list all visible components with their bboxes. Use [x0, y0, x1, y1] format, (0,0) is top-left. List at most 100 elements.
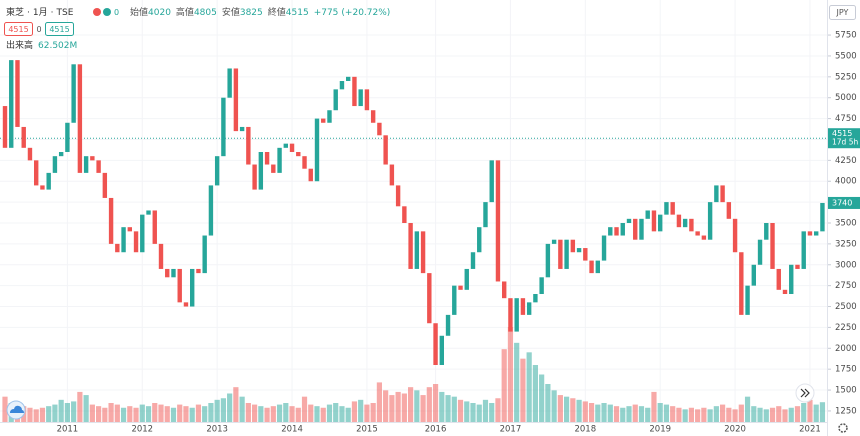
volume-bar	[158, 404, 164, 422]
candle-body	[633, 218, 638, 240]
candle-body	[470, 252, 476, 269]
candle-body	[739, 252, 744, 315]
candle-body	[695, 231, 700, 236]
x-tick-label: 2017	[500, 425, 522, 435]
volume-bar	[557, 395, 563, 422]
y-tick-label: 3250	[835, 239, 857, 249]
volume-bar	[663, 404, 670, 422]
candle-body	[83, 156, 89, 173]
candle-body	[90, 156, 95, 161]
volume-bar	[389, 395, 395, 422]
volume-bar	[314, 406, 320, 422]
candle-body	[21, 126, 26, 148]
change-pct: (+20.72%)	[341, 8, 390, 18]
volume-bar	[670, 406, 676, 422]
volume-bar	[638, 406, 645, 422]
volume-bar	[383, 390, 389, 422]
volume-bar	[582, 401, 588, 422]
volume-bar	[170, 407, 177, 422]
candle-body	[302, 156, 307, 169]
volume-bar	[788, 407, 794, 422]
candle-body	[408, 223, 413, 269]
settings-icon[interactable]	[838, 423, 848, 433]
y-tick-label: 2250	[835, 323, 857, 333]
close-price: 3740	[832, 198, 852, 207]
currency-box[interactable]	[829, 5, 856, 20]
candle-body	[639, 218, 644, 240]
candle-body	[389, 164, 395, 186]
volume-bar	[376, 382, 382, 422]
candle-body	[526, 302, 532, 315]
volume-bar	[751, 406, 757, 422]
candle-body	[502, 281, 507, 299]
y-tick-label: 1250	[835, 406, 857, 416]
candle-body	[196, 268, 201, 274]
last-price-box	[828, 128, 860, 149]
volume-bar	[71, 401, 77, 422]
close-price-box	[828, 196, 860, 209]
symbol: 東芝	[6, 6, 24, 18]
candle-body	[589, 260, 594, 274]
volume-bar	[208, 403, 214, 422]
candle-body	[27, 147, 33, 161]
volume-bar	[233, 387, 239, 422]
candle-body	[146, 210, 151, 215]
volume-bar	[120, 407, 127, 422]
x-tick-label: 2016	[425, 425, 447, 435]
y-tick-label: 5500	[835, 51, 857, 61]
volume-bar	[807, 399, 813, 422]
candle-body	[289, 143, 295, 152]
candle-body	[745, 285, 750, 315]
volume-bar	[507, 327, 514, 422]
cloud-icon	[10, 405, 24, 413]
volume-bar	[351, 401, 358, 422]
candle-body	[714, 185, 719, 203]
candle-body	[314, 118, 320, 182]
y-tick-label: 5750	[835, 31, 857, 41]
volume-bar	[326, 404, 333, 422]
volume-bar	[27, 407, 33, 422]
volume-bar	[214, 399, 220, 422]
volume-bar	[339, 406, 345, 422]
symbol-line[interactable]: 東芝 · 1月 · TSE	[6, 6, 74, 18]
candle-body	[246, 126, 251, 165]
candle-body	[477, 227, 482, 253]
ask-box[interactable]	[45, 22, 74, 36]
ask: 4515	[49, 25, 69, 34]
volume-bar	[607, 404, 613, 422]
volume-bar	[33, 409, 39, 422]
bid-box[interactable]	[4, 22, 33, 36]
volume-bar	[701, 407, 707, 422]
candle-body	[751, 264, 756, 286]
volume-bar	[408, 387, 414, 422]
volume-bar	[245, 403, 251, 422]
candle-body	[689, 218, 694, 232]
volume-bar	[345, 407, 351, 422]
volume-bar	[688, 407, 694, 422]
volume-bar	[588, 403, 595, 422]
candle-body	[165, 268, 170, 278]
volume-bar	[46, 406, 52, 422]
candle-body	[420, 231, 426, 274]
candle-body	[732, 218, 738, 253]
y-tick-label: 5250	[835, 72, 857, 82]
volume-bar	[145, 406, 152, 422]
y-tick-label: 1750	[835, 365, 857, 375]
x-tick-label: 2014	[281, 425, 303, 435]
candle-body	[707, 202, 713, 240]
candle-body	[352, 76, 357, 107]
exchange: TSE	[56, 8, 74, 18]
volume-bar	[127, 406, 133, 422]
y-tick-label: 2750	[835, 281, 857, 291]
candle-body	[377, 122, 382, 136]
candle-body	[264, 152, 270, 165]
volume-bar	[514, 342, 520, 422]
volume-bar	[476, 404, 482, 422]
candle-body	[233, 68, 239, 132]
volume-bar	[2, 396, 8, 422]
volume-bar	[695, 409, 701, 422]
volume-bar	[495, 398, 501, 422]
ohlc-value: 4805	[194, 8, 217, 18]
ohlc-label: 安値	[222, 6, 240, 18]
volume-bar	[626, 406, 632, 422]
